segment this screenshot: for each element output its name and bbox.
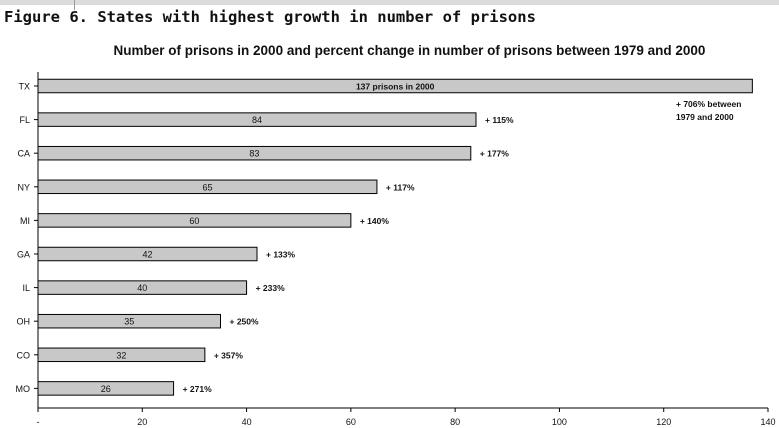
pct-change-label-mi: + 140% [360,216,390,226]
axis-layer: - 20 40 60 80 100 120 140 [34,72,776,427]
category-label-oh: OH [17,317,31,327]
pct-change-label-co: + 357% [214,350,244,360]
x-tick-label-20: 20 [137,417,147,427]
x-tick-label-40: 40 [242,417,252,427]
labels-layer: TX 137 prisons in 2000 + 706% between 1979 … [16,82,742,394]
figure-title: Figure 6. States with highest growth in … [4,8,536,26]
value-label-oh: 35 [124,317,134,327]
top-border-tick [74,0,75,10]
pct-change-label-il: + 233% [256,283,286,293]
pct-change-label-tx-line2: 1979 and 2000 [676,112,734,122]
category-label-ca: CA [17,149,30,159]
value-label-fl: 84 [252,115,262,125]
value-label-tx: 137 prisons in 2000 [356,82,435,92]
category-label-co: CO [17,350,31,360]
x-tick-label-140: 140 [760,417,775,427]
pct-change-label-ca: + 177% [480,149,510,159]
value-label-mo: 26 [101,384,111,394]
top-border-bar [0,0,779,5]
pct-change-label-oh: + 250% [230,317,260,327]
x-tick-label-60: 60 [346,417,356,427]
value-label-mi: 60 [189,216,199,226]
x-tick-label-100: 100 [552,417,567,427]
pct-change-label-tx-line1: + 706% between [676,99,741,109]
chart-title: Number of prisons in 2000 and percent ch… [113,43,706,58]
value-label-ny: 65 [202,182,212,192]
value-label-il: 40 [137,283,147,293]
category-label-ny: NY [17,182,30,192]
category-label-fl: FL [19,115,30,125]
x-tick-label-120: 120 [656,417,671,427]
pct-change-label-mo: + 271% [183,384,213,394]
category-label-mo: MO [16,384,31,394]
pct-change-label-ga: + 133% [266,250,296,260]
value-label-ca: 83 [249,149,259,159]
pct-change-label-fl: + 115% [485,115,514,125]
category-label-tx: TX [18,82,30,92]
category-label-ga: GA [17,250,30,260]
value-label-co: 32 [116,350,126,360]
category-label-mi: MI [20,216,30,226]
pct-change-label-ny: + 117% [386,182,415,192]
value-label-ga: 42 [142,250,152,260]
category-label-il: IL [22,283,30,293]
x-tick-label-origin: - [37,417,40,427]
bars-layer [37,78,753,396]
x-tick-label-80: 80 [450,417,460,427]
